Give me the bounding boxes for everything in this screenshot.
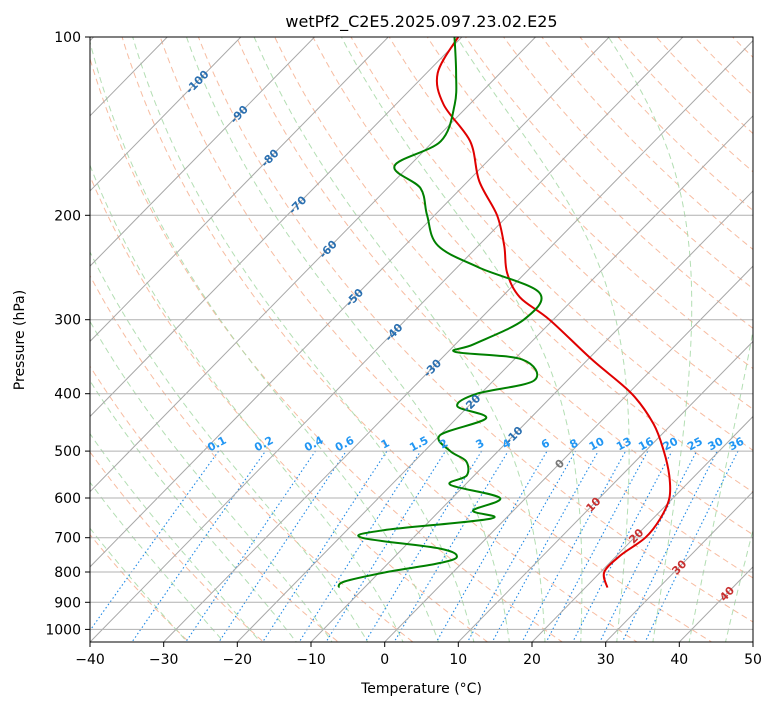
dry-adiabat bbox=[121, 37, 638, 642]
dry-adiabat bbox=[90, 274, 414, 642]
mixing-ratio-label: 13 bbox=[614, 435, 634, 454]
moist-adiabat bbox=[456, 37, 630, 642]
y-tick-label: 1000 bbox=[45, 622, 81, 638]
dry-adiabat bbox=[90, 365, 340, 642]
x-tick-label: 0 bbox=[380, 652, 389, 668]
x-tick-label: 30 bbox=[597, 652, 615, 668]
dry-adiabat bbox=[90, 451, 265, 642]
profiles bbox=[337, 37, 672, 589]
moist-adiabat bbox=[90, 320, 333, 642]
y-tick-label: 500 bbox=[54, 444, 81, 460]
dry-adiabat bbox=[159, 37, 713, 642]
isotherm-line bbox=[90, 37, 537, 493]
mixing-ratio-label: 30 bbox=[706, 435, 726, 454]
y-tick-label: 300 bbox=[54, 313, 81, 329]
x-tick-label: −20 bbox=[223, 652, 253, 668]
pressure-grid bbox=[90, 37, 753, 630]
y-tick-label: 200 bbox=[54, 208, 81, 224]
isotherm-line bbox=[90, 37, 463, 418]
dry-adiabat bbox=[502, 37, 753, 290]
y-tick-label: 600 bbox=[54, 491, 81, 507]
isotherm-line bbox=[90, 37, 316, 267]
mixing-ratio-label: 16 bbox=[636, 435, 656, 454]
y-axis: 100 200 300 400 500 600 700 800 900 1000 bbox=[45, 30, 90, 638]
isotherm-line bbox=[531, 415, 753, 642]
isotherm-line bbox=[604, 490, 753, 642]
dry-adiabat bbox=[90, 57, 564, 642]
moist-adiabat bbox=[90, 40, 440, 642]
moist-adiabat bbox=[688, 328, 753, 642]
y-tick-label: 700 bbox=[54, 531, 81, 547]
x-axis-label: Temperature (°C) bbox=[360, 681, 482, 697]
y-tick-label: 900 bbox=[54, 595, 81, 611]
mixing-ratio-label: 10 bbox=[587, 435, 607, 454]
moist-adiabat bbox=[253, 37, 546, 642]
y-tick-label: 400 bbox=[54, 387, 81, 403]
isotherm-line bbox=[383, 265, 753, 642]
x-tick-label: −10 bbox=[296, 652, 326, 668]
x-axis: −40 −30 −20 −10 0 10 20 30 40 50 bbox=[75, 642, 762, 668]
moist-adiabat bbox=[132, 37, 475, 642]
y-axis-label: Pressure (hPa) bbox=[12, 290, 28, 390]
isotherm-line bbox=[90, 37, 684, 642]
x-tick-label: 10 bbox=[449, 652, 467, 668]
chart-title: wetPf2_C2E5.2025.097.23.02.E25 bbox=[285, 12, 557, 32]
moist-adiabat bbox=[725, 528, 753, 642]
dry-adiabat bbox=[236, 37, 753, 579]
mixing-ratio-label: 36 bbox=[727, 435, 747, 454]
isotherm-line bbox=[90, 37, 610, 568]
x-tick-label: 50 bbox=[744, 652, 762, 668]
dewpoint-profile bbox=[337, 37, 543, 589]
mixing-ratio-label: 20 bbox=[661, 435, 681, 454]
isotherm-line bbox=[162, 39, 753, 642]
dry-adiabat bbox=[312, 37, 753, 493]
y-tick-label: 800 bbox=[54, 565, 81, 581]
dry-adiabat bbox=[90, 533, 190, 642]
moist-adiabat bbox=[608, 37, 693, 642]
x-tick-label: −40 bbox=[75, 652, 105, 668]
dry-adiabat bbox=[197, 37, 753, 623]
y-tick-label: 100 bbox=[54, 30, 81, 46]
moist-adiabat bbox=[340, 37, 583, 642]
dry-adiabat bbox=[90, 175, 489, 642]
isotherm-line bbox=[236, 115, 753, 642]
dry-adiabat bbox=[274, 37, 753, 536]
mixing-ratio-label: 25 bbox=[685, 435, 705, 454]
dry-adiabat bbox=[350, 37, 753, 451]
x-tick-label: 20 bbox=[523, 652, 541, 668]
isotherm-line bbox=[90, 37, 242, 192]
plot-frame bbox=[89, 36, 754, 643]
x-tick-label: −30 bbox=[149, 652, 179, 668]
temperature-profile bbox=[435, 37, 672, 588]
isotherm-line bbox=[457, 340, 753, 642]
isotherm-line bbox=[90, 37, 389, 343]
isotherm-line bbox=[310, 190, 753, 642]
x-tick-label: 40 bbox=[670, 652, 688, 668]
